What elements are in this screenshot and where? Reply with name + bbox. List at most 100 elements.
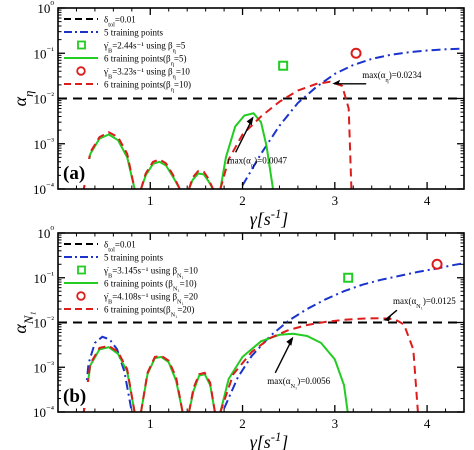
x-axis-label: γ̇[s-1] xyxy=(250,207,289,229)
y-axis-label-text: αN₁ xyxy=(10,311,36,333)
legend-label-part: η xyxy=(173,73,176,80)
series-six-b-lobe-1 xyxy=(140,354,184,412)
legend-label-part: =0.01 xyxy=(115,240,136,250)
annotation-max-green-part: max(α xyxy=(228,155,251,165)
legend-label-part: 6 training points(β xyxy=(104,305,171,315)
legend-label-part: δ xyxy=(104,240,108,250)
legend-label-part: =3.145s⁻¹ using β xyxy=(112,266,177,276)
annotation-arrow-green xyxy=(274,338,293,374)
x-tick-label: 4 xyxy=(424,193,431,208)
series-six-b-lobe-0 xyxy=(82,131,136,189)
legend-label-part: B xyxy=(108,73,112,80)
y-axis-label: αN₁ xyxy=(10,311,36,333)
legend-label: 5 training points xyxy=(104,28,163,38)
x-axis-label-part: -1 xyxy=(271,430,282,444)
y-tick-label-part: ⁻⁴ xyxy=(46,404,54,414)
y-axis-label: αη xyxy=(10,91,36,107)
legend-label-part: N₁ xyxy=(177,298,184,305)
y-tick-label: 10⁰ xyxy=(37,225,54,241)
legend-swatch-square xyxy=(77,265,86,275)
annotation-arrowhead-green xyxy=(286,336,294,346)
series-five-points-tail xyxy=(223,262,464,409)
legend-label-part: N₁ xyxy=(177,272,184,279)
legend-label-part: N₁ xyxy=(173,285,180,292)
y-tick-label-part: 10 xyxy=(33,46,46,61)
y-tick-label-part: ⁻² xyxy=(46,315,54,325)
y-tick-label-part: ⁻⁴ xyxy=(46,181,54,191)
annotation-max-red-part: max(α xyxy=(393,296,416,306)
legend-label-part: B xyxy=(108,298,112,305)
x-tick-label: 1 xyxy=(147,193,154,208)
y-tick-label: 10⁻³ xyxy=(33,136,54,152)
x-tick-label: 4 xyxy=(424,416,431,431)
legend-label-part: N₁ xyxy=(171,311,178,318)
plot-area xyxy=(58,47,464,189)
y-axis-label-text-part: α xyxy=(10,96,30,106)
series-six-b-lobe-2 xyxy=(188,371,216,412)
legend-label-part: γ̇ xyxy=(103,67,109,77)
panel-tag: (a) xyxy=(63,163,85,184)
annotation-max-red-part: max(α xyxy=(362,70,385,80)
plot-area xyxy=(58,258,464,412)
legend-swatch-circle xyxy=(76,66,86,76)
marker-circle xyxy=(350,47,362,59)
series-six-b-lobe-0 xyxy=(82,344,136,412)
legend-swatch-circle xyxy=(76,291,86,301)
legend-label-part: =20) xyxy=(177,305,194,315)
annotation-arrowhead-red xyxy=(332,79,341,85)
annotation-max-green: max(αN₁)=0.0056 xyxy=(267,376,330,390)
y-axis-label-text-part: α xyxy=(10,324,30,334)
y-axis-label-text-part: η xyxy=(22,91,36,97)
legend-label: 6 training points(βη=5) xyxy=(104,54,186,68)
legend-label: 5 training points xyxy=(104,253,163,263)
legend-label-part: 5 training points xyxy=(104,28,163,38)
x-axis-label: γ̇[s-1] xyxy=(250,430,289,450)
legend-swatch-square xyxy=(77,40,86,50)
annotation-arrow-green xyxy=(234,118,254,153)
y-axis-label-text-part: N₁ xyxy=(22,311,36,325)
y-tick-label-part: ⁰ xyxy=(50,0,54,10)
annotation-max-green-part: )=0.0047 xyxy=(254,155,287,165)
legend-label: δtol=0.01 xyxy=(104,15,136,29)
annotation-max-red-part: )=0.0125 xyxy=(423,296,456,306)
legend-label-part: η xyxy=(171,86,174,93)
y-tick-label-part: 10 xyxy=(37,1,50,16)
series-six-b-lobe-3 xyxy=(219,317,419,412)
y-tick-label: 10⁻¹ xyxy=(33,45,54,61)
x-axis-label-part: ] xyxy=(280,209,288,229)
y-tick-label-part: 10 xyxy=(33,182,46,197)
legend-label-part: 6 training points(β xyxy=(104,80,171,90)
legend-label: γ̇B=3.23s⁻¹ using βη=10 xyxy=(103,67,190,81)
legend-label-part: B xyxy=(108,272,112,279)
legend-label-part: =10 xyxy=(176,67,191,77)
annotation-max-green: max(αη)=0.0047 xyxy=(228,155,288,169)
legend-label-part: 5 training points xyxy=(104,253,163,263)
y-tick-label: 10⁻² xyxy=(33,315,54,331)
y-tick-label-part: 10 xyxy=(33,405,46,420)
panel-tag: (b) xyxy=(63,386,86,407)
annotation-max-red: max(αη)=0.0234 xyxy=(362,70,422,84)
legend-label: γ̇B=3.145s⁻¹ using βN₁=10 xyxy=(103,266,198,280)
legend-label-part: δ xyxy=(104,15,108,25)
series-five-points xyxy=(241,47,460,186)
annotation-max-red-part: η xyxy=(385,76,388,83)
x-tick-label: 3 xyxy=(332,416,339,431)
legend-label-part: =5) xyxy=(174,54,187,64)
legend-label-part: γ̇ xyxy=(103,292,109,302)
panel-tag-bg xyxy=(61,382,99,408)
x-axis-label-part: -1 xyxy=(271,207,282,221)
y-tick-label-part: ⁻³ xyxy=(46,136,54,146)
legend-label-part: B xyxy=(108,47,112,54)
x-axis-label-part: [s xyxy=(257,432,271,450)
legend-label: 6 training points(βN₁=20) xyxy=(104,305,194,319)
annotation-arrowhead-red xyxy=(382,316,391,322)
y-tick-label: 10⁻⁴ xyxy=(33,404,54,420)
legend-label-part: =3.23s⁻¹ using β xyxy=(112,67,173,77)
legend-label-part: =5 xyxy=(176,41,186,51)
y-tick-label: 10⁻² xyxy=(33,91,54,107)
